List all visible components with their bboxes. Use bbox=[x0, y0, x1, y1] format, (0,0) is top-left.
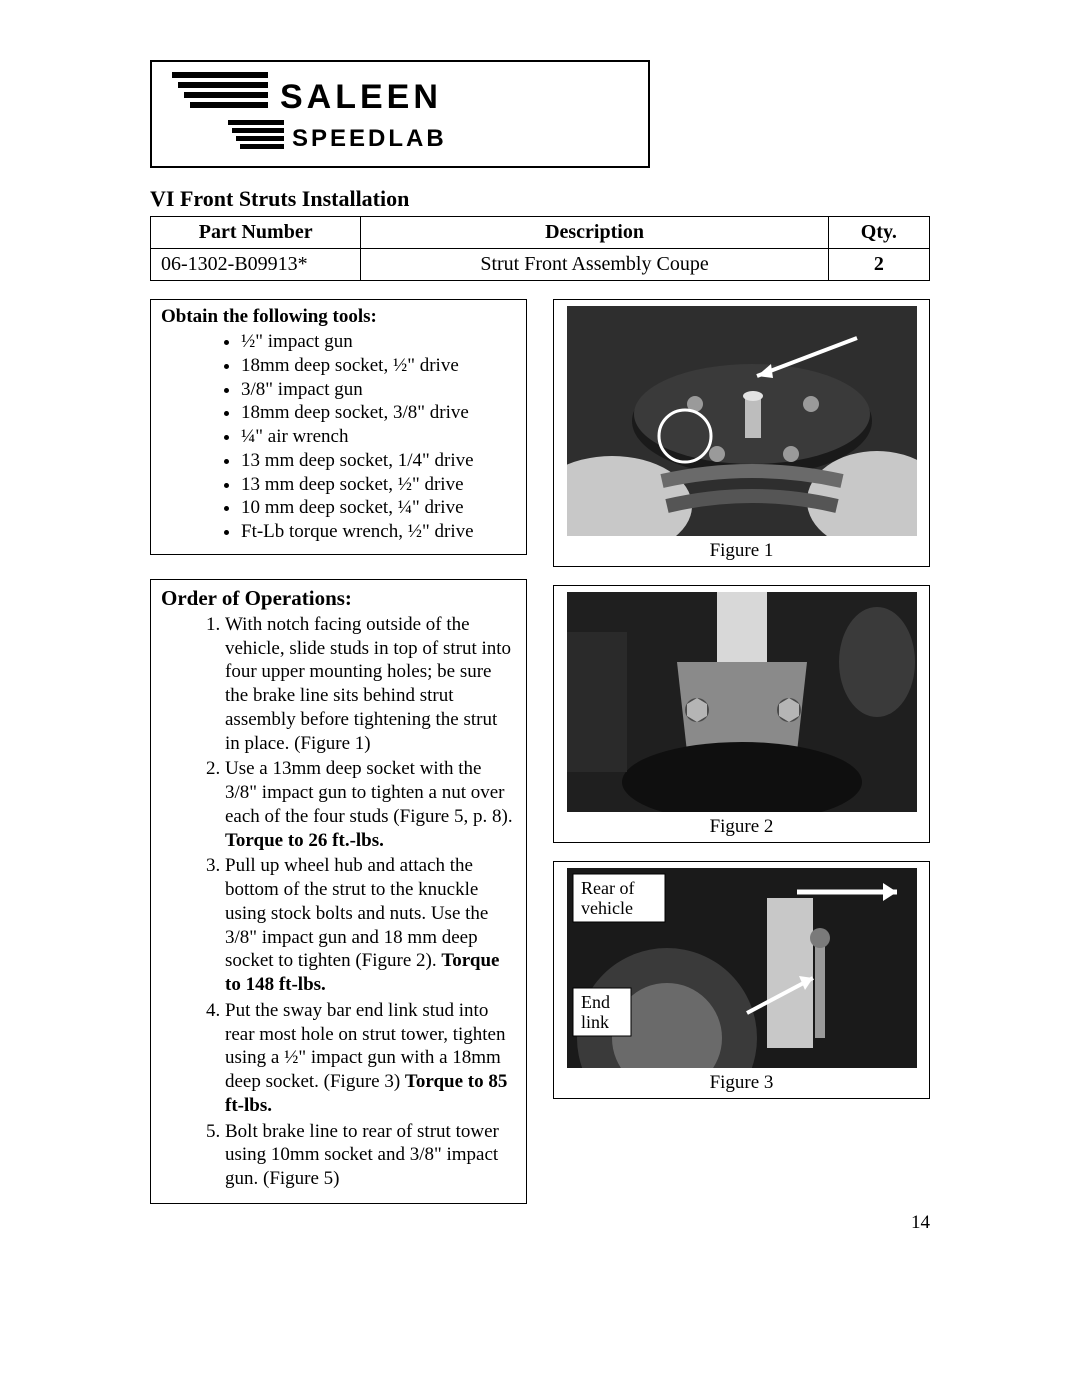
fig3-label-bottom-line1: End bbox=[581, 992, 610, 1012]
left-column: Obtain the following tools: ½" impact gu… bbox=[150, 299, 527, 1204]
list-item: Put the sway bar end link stud into rear… bbox=[225, 999, 516, 1118]
figure-3-image: Rear of vehicle End link bbox=[567, 868, 917, 1068]
list-item: 13 mm deep socket, 1/4" drive bbox=[241, 449, 516, 473]
col-part-number: Part Number bbox=[151, 217, 361, 249]
right-column: Figure 1 bbox=[553, 299, 930, 1117]
list-item: With notch facing outside of the vehicle… bbox=[225, 613, 516, 756]
list-item: 18mm deep socket, 3/8" drive bbox=[241, 401, 516, 425]
figure-3-caption: Figure 3 bbox=[562, 1072, 921, 1094]
figure-2-box: Figure 2 bbox=[553, 585, 930, 843]
figure-2-caption: Figure 2 bbox=[562, 816, 921, 838]
figure-1-caption: Figure 1 bbox=[562, 540, 921, 562]
table-header-row: Part Number Description Qty. bbox=[151, 217, 930, 249]
list-item: 10 mm deep socket, ¼" drive bbox=[241, 496, 516, 520]
two-column-layout: Obtain the following tools: ½" impact gu… bbox=[150, 299, 930, 1204]
tools-box: Obtain the following tools: ½" impact gu… bbox=[150, 299, 527, 555]
operations-box: Order of Operations: With notch facing o… bbox=[150, 579, 527, 1204]
operations-heading: Order of Operations: bbox=[161, 586, 516, 611]
list-item: Ft-Lb torque wrench, ½" drive bbox=[241, 520, 516, 544]
parts-table: Part Number Description Qty. 06-1302-B09… bbox=[150, 216, 930, 281]
table-row: 06-1302-B09913* Strut Front Assembly Cou… bbox=[151, 249, 930, 281]
list-item: Use a 13mm deep socket with the 3/8" imp… bbox=[225, 757, 516, 852]
fig3-label-top-line1: Rear of bbox=[581, 878, 634, 898]
tools-heading: Obtain the following tools: bbox=[161, 306, 516, 328]
operations-list: With notch facing outside of the vehicle… bbox=[203, 613, 516, 1191]
fig3-label-bottom-line2: link bbox=[581, 1012, 609, 1032]
list-item: 3/8" impact gun bbox=[241, 378, 516, 402]
step-bold: Torque to 26 ft.-lbs. bbox=[225, 830, 384, 851]
cell-part-number: 06-1302-B09913* bbox=[151, 249, 361, 281]
svg-text:SALEEN: SALEEN bbox=[280, 78, 442, 116]
logo-frame: SALEEN SPEEDLAB bbox=[150, 60, 650, 168]
col-qty: Qty. bbox=[828, 217, 929, 249]
tools-list: ½" impact gun 18mm deep socket, ½" drive… bbox=[241, 330, 516, 544]
list-item: 18mm deep socket, ½" drive bbox=[241, 354, 516, 378]
figure-1-box: Figure 1 bbox=[553, 299, 930, 567]
cell-qty: 2 bbox=[828, 249, 929, 281]
list-item: ½" impact gun bbox=[241, 330, 516, 354]
cell-description: Strut Front Assembly Coupe bbox=[361, 249, 828, 281]
page-number: 14 bbox=[911, 1212, 930, 1234]
figure-2-image bbox=[567, 592, 917, 812]
section-heading: VI Front Struts Installation bbox=[150, 186, 930, 212]
list-item: Pull up wheel hub and attach the bottom … bbox=[225, 854, 516, 997]
svg-text:SPEEDLAB: SPEEDLAB bbox=[292, 125, 447, 152]
figure-1-image bbox=[567, 306, 917, 536]
fig3-label-top-line2: vehicle bbox=[581, 898, 633, 918]
step-text: Bolt brake line to rear of strut tower u… bbox=[225, 1121, 499, 1190]
list-item: 13 mm deep socket, ½" drive bbox=[241, 473, 516, 497]
figure-3-box: Rear of vehicle End link Figure 3 bbox=[553, 861, 930, 1099]
list-item: ¼" air wrench bbox=[241, 425, 516, 449]
saleen-speedlab-logo: SALEEN SPEEDLAB bbox=[172, 72, 622, 156]
step-text: With notch facing outside of the vehicle… bbox=[225, 614, 511, 754]
col-description: Description bbox=[361, 217, 828, 249]
page: SALEEN SPEEDLAB VI Front Struts Installa… bbox=[0, 0, 1080, 1264]
list-item: Bolt brake line to rear of strut tower u… bbox=[225, 1120, 516, 1191]
step-text: Use a 13mm deep socket with the 3/8" imp… bbox=[225, 758, 513, 827]
